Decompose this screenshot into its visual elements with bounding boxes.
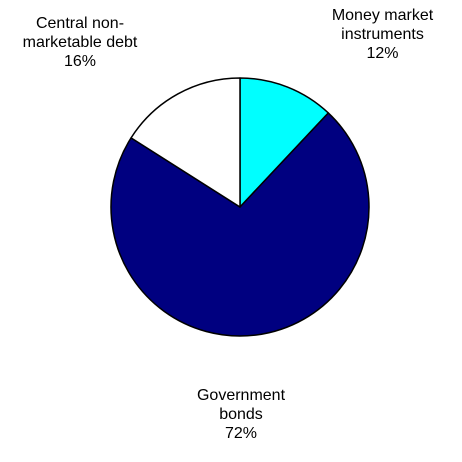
label-government-bonds: Government bonds 72% — [166, 386, 316, 443]
slice-value: 72% — [224, 425, 258, 442]
slice-value: 12% — [366, 45, 399, 62]
slice-label-line: instruments — [341, 26, 424, 43]
pie-slice-central-non-marketable-debt — [130, 77, 241, 208]
pie-slice-money-market-instruments — [239, 77, 330, 208]
slice-label-line: Central non- — [35, 15, 125, 32]
label-money-market-instruments: Money market instruments 12% — [300, 6, 462, 63]
slice-label-line: marketable debt — [22, 34, 138, 51]
slice-value: 16% — [63, 53, 97, 70]
slice-label-line: Government — [196, 387, 286, 404]
pie-slice-government-bonds — [110, 112, 370, 337]
slice-label-line: Money market — [331, 7, 434, 24]
label-central-non-marketable-debt: Central non- marketable debt 16% — [0, 14, 160, 71]
slice-label-line: bonds — [219, 406, 263, 423]
